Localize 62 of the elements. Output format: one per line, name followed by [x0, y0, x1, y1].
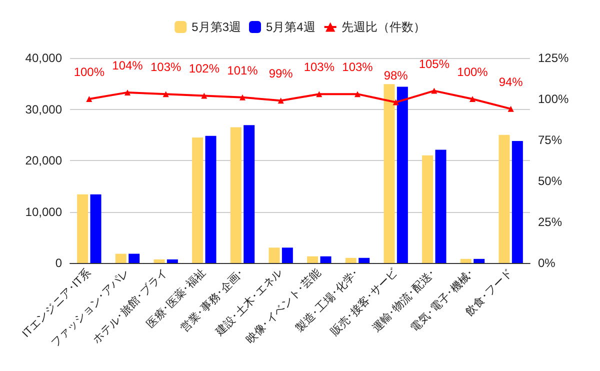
legend-label: 5月第4週 — [266, 20, 316, 34]
bar — [77, 194, 88, 263]
data-label: 103% — [150, 60, 182, 74]
y-tick-label: 10,000 — [25, 204, 62, 219]
point — [354, 91, 360, 98]
y-tick-label: 40,000 — [25, 51, 62, 65]
y2-tick-label: 75% — [538, 133, 562, 147]
bar — [282, 248, 293, 263]
point — [508, 106, 514, 112]
point — [162, 91, 169, 98]
bar — [320, 256, 332, 263]
bar — [358, 258, 370, 263]
bar — [268, 248, 280, 263]
bar — [307, 256, 318, 263]
data-label: 101% — [227, 63, 258, 78]
data-label: 100% — [74, 65, 105, 79]
legend-label: 5月第3週 — [192, 20, 242, 34]
data-label: 102% — [188, 62, 220, 76]
bar — [498, 134, 510, 263]
y2-tick-label: 50% — [538, 174, 562, 188]
bar — [384, 84, 395, 263]
bar — [128, 254, 140, 263]
data-label: 98% — [384, 68, 408, 82]
y2-tick-label: 125% — [538, 51, 570, 65]
data-label: 104% — [112, 58, 144, 72]
point — [392, 99, 399, 106]
bar — [474, 258, 485, 263]
data-label: 103% — [304, 60, 335, 74]
bar — [345, 258, 356, 263]
bar — [512, 141, 523, 263]
data-label: 105% — [418, 56, 450, 71]
bar — [244, 125, 255, 263]
bar — [460, 258, 472, 263]
bar — [115, 254, 126, 263]
bar — [166, 259, 178, 263]
y-tick-label: 0 — [55, 256, 62, 270]
y-tick-label: 30,000 — [25, 102, 62, 116]
y2-tick-label: 100% — [538, 92, 570, 106]
data-label: 103% — [342, 60, 374, 74]
point — [431, 88, 438, 94]
point — [278, 98, 284, 104]
point — [86, 96, 92, 102]
point — [240, 94, 246, 100]
bar — [90, 194, 102, 263]
point — [124, 89, 130, 96]
y-tick-label: 20,000 — [25, 154, 62, 168]
bar — [396, 86, 408, 263]
point — [470, 96, 476, 102]
data-label: 99% — [268, 66, 294, 81]
bar — [205, 136, 216, 263]
bar — [230, 127, 242, 263]
bar — [192, 137, 204, 263]
y2-tick-label: 25% — [538, 215, 562, 229]
y2-tick-label: 0% — [538, 256, 556, 270]
legend-label: 先週比（件数） — [341, 20, 426, 34]
point — [201, 92, 208, 99]
bar — [422, 155, 434, 263]
bar — [435, 150, 446, 263]
point — [316, 91, 322, 98]
bar — [154, 259, 165, 263]
data-label: 94% — [498, 74, 524, 89]
data-label: 100% — [457, 65, 488, 79]
